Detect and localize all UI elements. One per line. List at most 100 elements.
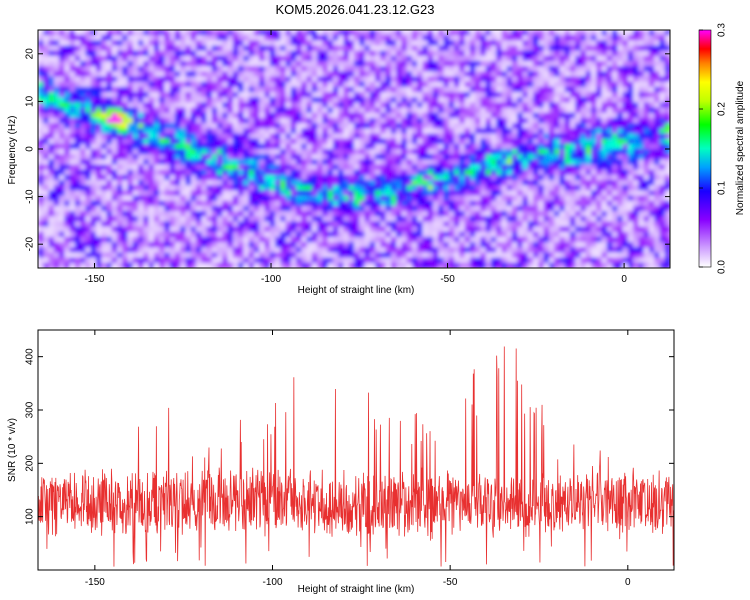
heatmap-cell (612, 61, 618, 67)
heatmap-cell (122, 107, 129, 114)
heatmap-cell (469, 30, 476, 36)
heatmap-cell (253, 216, 260, 223)
heatmap-cell (422, 221, 429, 228)
heatmap-cell (475, 169, 481, 176)
heatmap-cell (617, 138, 624, 145)
heatmap-cell (190, 117, 197, 124)
heatmap-cell (417, 169, 424, 176)
heatmap-cell (612, 45, 618, 52)
heatmap-cell (654, 180, 661, 186)
heatmap-cell (69, 211, 76, 217)
heatmap-cell (385, 128, 392, 135)
heatmap-cell (522, 236, 529, 243)
heatmap-cell (401, 200, 408, 207)
heatmap-cell (38, 231, 44, 238)
heatmap-cell (280, 149, 287, 155)
heatmap-cell (306, 169, 313, 176)
heatmap-cell (322, 149, 329, 155)
heatmap-cell (422, 123, 429, 129)
heatmap-cell (464, 40, 471, 47)
heatmap-cell (206, 180, 213, 186)
heatmap-cell (74, 190, 81, 197)
heatmap-cell (101, 92, 108, 98)
heatmap-cell (538, 86, 545, 93)
heatmap-cell (554, 30, 560, 36)
heatmap-cell (433, 205, 439, 212)
heatmap-cell (264, 231, 271, 238)
heatmap-cell (132, 30, 139, 36)
heatmap-cell (517, 143, 524, 150)
heatmap-cell (648, 107, 655, 114)
heatmap-cell (622, 66, 629, 72)
heatmap-cell (185, 180, 192, 186)
heatmap-cell (448, 159, 455, 166)
heatmap-cell (580, 138, 587, 145)
heatmap-cell (117, 97, 123, 104)
heatmap-cell (211, 61, 218, 67)
heatmap-cell (580, 154, 587, 160)
heatmap-cell (153, 159, 160, 166)
heatmap-cell (85, 117, 92, 124)
heatmap-cell (101, 221, 108, 228)
heatmap-cell (190, 128, 197, 135)
heatmap-cell (490, 128, 497, 135)
heatmap-cell (238, 112, 244, 119)
heatmap-cell (59, 154, 65, 160)
heatmap-cell (596, 211, 603, 217)
heatmap-cell (48, 149, 55, 155)
heatmap-cell (264, 174, 271, 181)
heatmap-cell (617, 61, 624, 67)
heatmap-cell (385, 55, 392, 62)
heatmap-cell (633, 30, 639, 36)
heatmap-cell (427, 211, 434, 217)
heatmap-cell (664, 216, 670, 223)
heatmap-cell (480, 195, 487, 202)
heatmap-cell (385, 30, 392, 36)
heatmap-cell (438, 149, 445, 155)
heatmap-cell (606, 154, 613, 160)
heatmap-cell (517, 61, 524, 67)
heatmap-cell (238, 164, 244, 171)
heatmap-cell (648, 112, 655, 119)
heatmap-cell (280, 71, 287, 78)
heatmap-cell (375, 45, 381, 52)
heatmap-cell (512, 117, 518, 124)
heatmap-cell (617, 50, 624, 57)
heatmap-cell (517, 128, 524, 135)
heatmap-cell (53, 205, 60, 212)
heatmap-cell (127, 138, 134, 145)
heatmap-cell (643, 76, 650, 83)
heatmap-cell (469, 128, 476, 135)
heatmap-cell (69, 61, 76, 67)
heatmap-cell (90, 66, 97, 72)
heatmap-cell (159, 128, 165, 135)
heatmap-cell (85, 174, 92, 181)
heatmap-cell (38, 117, 44, 124)
heatmap-cell (243, 159, 250, 166)
heatmap-cell (517, 30, 524, 36)
heatmap-cell (512, 107, 518, 114)
heatmap-cell (490, 61, 497, 67)
heatmap-cell (380, 102, 387, 109)
heatmap-cell (411, 216, 418, 223)
heatmap-cell (132, 138, 139, 145)
heatmap-cell (548, 205, 555, 212)
heatmap-cell (591, 200, 597, 207)
heatmap-cell (564, 211, 571, 217)
heatmap-cell (575, 174, 582, 181)
heatmap-cell (638, 71, 645, 78)
heatmap-cell (612, 81, 618, 88)
heatmap-cell (622, 143, 629, 150)
heatmap-cell (275, 86, 281, 93)
heatmap-cell (190, 50, 197, 57)
heatmap-cell (211, 236, 218, 243)
heatmap-cell (401, 40, 408, 47)
heatmap-cell (454, 66, 460, 72)
heatmap-cell (648, 174, 655, 181)
heatmap-cell (196, 205, 202, 212)
heatmap-cell (74, 86, 81, 93)
heatmap-cell (153, 174, 160, 181)
heatmap-cell (332, 231, 339, 238)
heatmap-cell (48, 92, 55, 98)
heatmap-cell (385, 92, 392, 98)
